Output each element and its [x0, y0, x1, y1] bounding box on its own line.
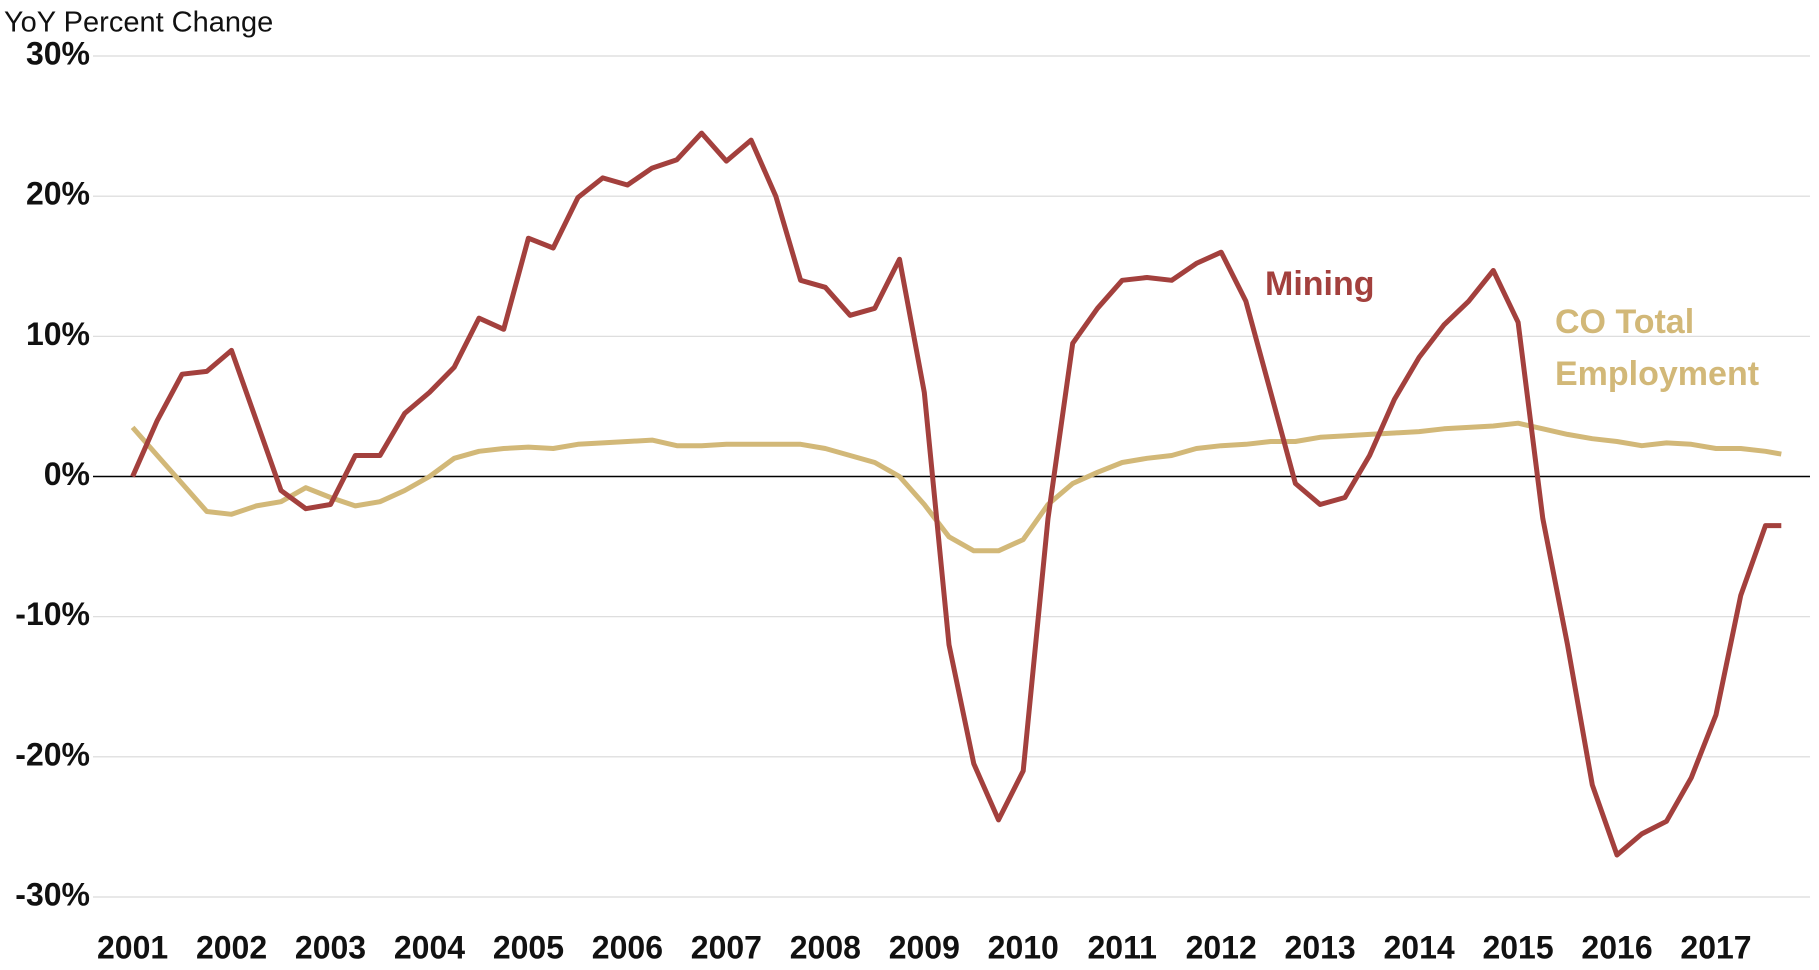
- x-tick-label: 2002: [196, 929, 267, 965]
- y-tick-label: 10%: [26, 316, 90, 352]
- y-tick-label: 0%: [44, 456, 90, 492]
- x-tick-label: 2011: [1087, 929, 1156, 965]
- series-line: [130, 420, 1782, 554]
- x-tick-label: 2010: [988, 929, 1059, 965]
- x-tick-label: 2008: [790, 929, 861, 965]
- y-axis-title: YoY Percent Change: [4, 7, 273, 39]
- x-tick-label: 2012: [1186, 929, 1257, 965]
- y-tick-label: -30%: [15, 876, 90, 912]
- y-tick-label: -20%: [15, 736, 90, 772]
- x-tick-label: 2004: [394, 929, 465, 965]
- series-label: CO Total Employment: [1555, 303, 1760, 393]
- x-tick-label: 2013: [1285, 929, 1356, 965]
- x-tick-label: 2014: [1384, 929, 1455, 965]
- series-label: Mining: [1265, 265, 1375, 303]
- x-tick-label: 2006: [592, 929, 663, 965]
- x-tick-label: 2003: [295, 929, 366, 965]
- y-tick-label: -10%: [15, 596, 90, 632]
- x-tick-label: 2017: [1680, 929, 1751, 965]
- series-line: [130, 130, 1782, 858]
- x-tick-label: 2005: [493, 929, 564, 965]
- x-tick-label: 2009: [889, 929, 960, 965]
- x-tick-label: 2007: [691, 929, 762, 965]
- y-tick-label: 30%: [26, 35, 90, 71]
- x-tick-label: 2001: [97, 929, 168, 965]
- x-tick-label: 2015: [1482, 929, 1553, 965]
- x-tick-label: 2016: [1581, 929, 1652, 965]
- y-tick-label: 20%: [26, 176, 90, 212]
